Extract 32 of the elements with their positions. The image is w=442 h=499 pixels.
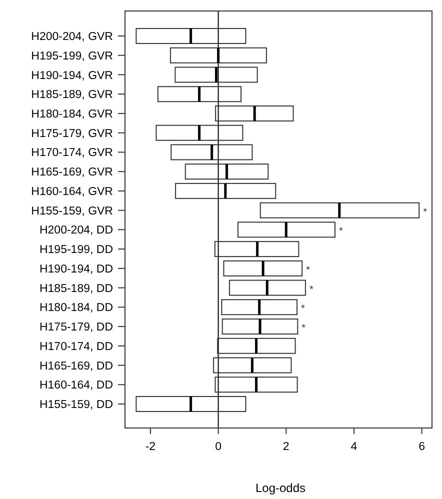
y-tick-label: H170-174, GVR [31,147,113,160]
y-tick-label: H175-179, GVR [31,128,113,140]
annotation: * [302,323,306,334]
y-tick-label: H185-189, DD [39,282,113,295]
y-tick-label: H160-164, GVR [31,186,113,198]
y-tick-label: H180-184, GVR [31,108,113,120]
y-tick-label: H195-199, DD [39,244,113,256]
y-tick-label: H175-179, DD [39,322,113,334]
x-tick-label: -2 [145,441,156,453]
annotation: * [338,226,343,238]
y-tick-label: H160-164, DD [39,380,113,392]
annotation: * [423,206,428,218]
annotation: * [300,304,305,315]
y-tick-label: H165-169, DD [39,360,113,372]
y-tick-label: H190-194, DD [39,263,113,276]
y-tick-label: H155-159, GVR [31,205,113,218]
y-tick-label: H155-159, DD [39,399,113,412]
y-tick-label: H200-204, DD [39,224,113,237]
y-tick-label: H165-169, GVR [31,166,113,179]
y-tick-label: H200-204, GVR [31,31,113,44]
x-axis-title: Log-odds [255,481,306,495]
annotation: * [309,284,314,296]
x-tick-label: 6 [418,441,426,453]
y-tick-label: H170-174, DD [39,340,113,353]
y-tick-label: H195-199, GVR [31,50,113,62]
annotation: * [306,264,310,276]
x-tick-label: 2 [282,441,290,453]
y-tick-label: H180-184, DD [39,302,113,314]
y-tick-label: H185-189, GVR [31,89,113,102]
x-tick-label: 0 [215,441,222,453]
x-tick-label: 4 [350,441,358,453]
y-tick-label: H190-194, GVR [31,70,113,82]
